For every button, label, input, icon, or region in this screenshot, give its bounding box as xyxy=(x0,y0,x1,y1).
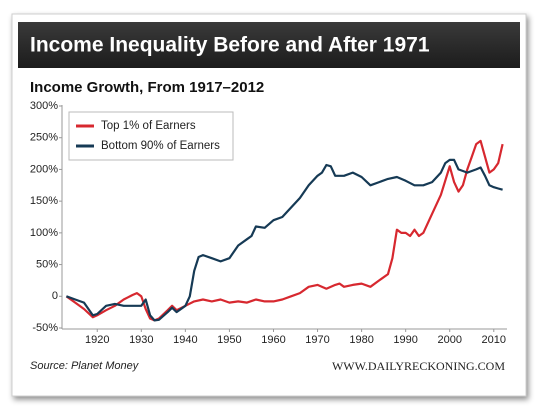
source: Source: Planet Money xyxy=(30,360,140,372)
x-tick-label: 1960 xyxy=(261,334,285,346)
x-tick-label: 1990 xyxy=(393,334,417,346)
x-tick-label: 1970 xyxy=(305,334,329,346)
series-line xyxy=(65,139,504,322)
legend-label: Top 1% of Earners xyxy=(101,120,196,132)
subtitle: Income Growth, From 1917–2012 xyxy=(30,79,264,96)
y-tick-label: 300% xyxy=(30,100,58,112)
x-tick-label: 2010 xyxy=(482,334,506,346)
series-line xyxy=(66,158,503,322)
x-tick-label: 1940 xyxy=(173,334,197,346)
y-tick-label: 200% xyxy=(30,163,58,175)
y-tick-label: -50% xyxy=(32,322,58,334)
x-tick-label: 1980 xyxy=(349,334,373,346)
x-tick-label: 1930 xyxy=(129,334,153,346)
x-tick-label: 1920 xyxy=(85,334,109,346)
x-tick-label: 2000 xyxy=(437,334,461,346)
chart-title: Income Inequality Before and After 1971 xyxy=(30,34,430,57)
credit: WWW.DAILYRECKONING.COM xyxy=(332,359,505,373)
y-tick-label: 150% xyxy=(30,195,58,207)
legend-label: Bottom 90% of Earners xyxy=(101,140,220,152)
card xyxy=(11,13,527,397)
y-tick-label: 50% xyxy=(36,258,58,270)
header-bar xyxy=(18,22,520,68)
y-tick-label: 100% xyxy=(30,227,58,239)
y-tick-label: 0 xyxy=(52,290,58,302)
legend-box xyxy=(68,111,234,161)
x-tick-label: 1950 xyxy=(217,334,241,346)
y-tick-label: 250% xyxy=(30,132,58,144)
